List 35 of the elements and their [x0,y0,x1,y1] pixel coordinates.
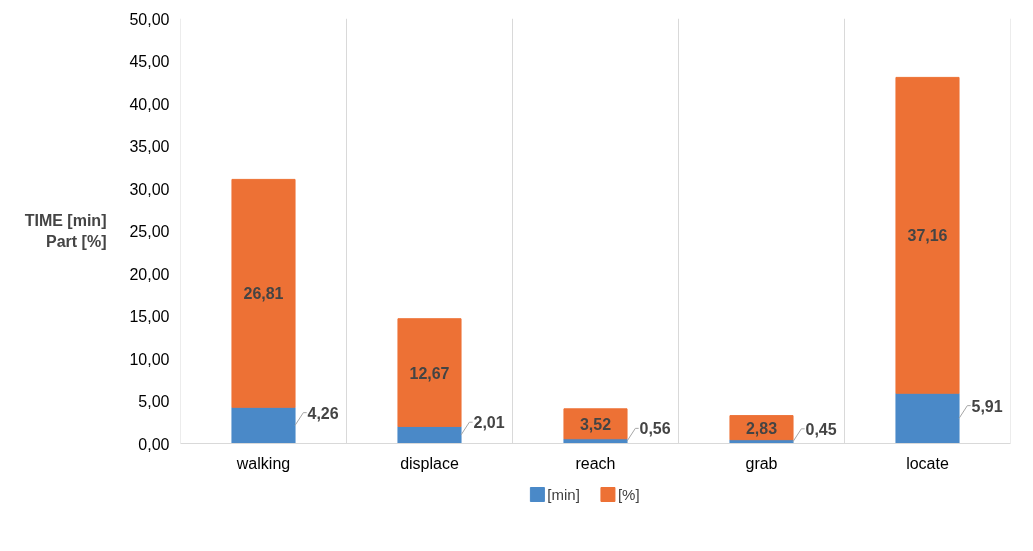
y-tick-label: 25,00 [129,223,170,240]
y-tick-label: 20,00 [129,265,170,283]
bar [397,425,462,444]
bar [231,406,296,444]
y-tick-label: 10,00 [129,350,170,368]
data-label: 0,56 [639,420,671,438]
data-label: 2,01 [473,414,505,432]
bar [895,76,960,394]
x-tick-label: displace [400,454,459,472]
data-label: 12,67 [409,364,450,382]
data-label: 2,83 [745,419,778,437]
y-tick-label: 15,00 [129,308,170,325]
y-tick-label: 0,00 [138,435,170,453]
y-tick-label: 30,00 [129,180,170,198]
bar [397,318,462,427]
x-tick-label: grab [745,454,778,472]
legend-label: [%] [617,486,640,503]
y-tick-label: 40,00 [129,95,170,113]
y-tick-label: 50,00 [129,10,170,28]
data-label: 4,26 [307,404,339,422]
y-tick-label: 35,00 [129,138,170,155]
x-tick-label: walking [235,454,291,472]
y-tick-label: 45,00 [129,53,170,70]
y-tick-label: 5,00 [138,393,170,410]
bar [231,178,296,408]
x-tick-label: reach [575,454,616,472]
x-tick-label: locate [906,454,949,472]
data-label: 3,52 [579,415,612,433]
data-label: 26,81 [243,285,284,303]
data-label: 0,45 [805,420,837,438]
y-axis-title: TIME [min] Part [%] [24,212,107,250]
data-label: 5,91 [971,397,1003,415]
bar [895,392,960,444]
data-label: 37,16 [907,227,948,245]
legend-label: [min] [547,486,580,503]
